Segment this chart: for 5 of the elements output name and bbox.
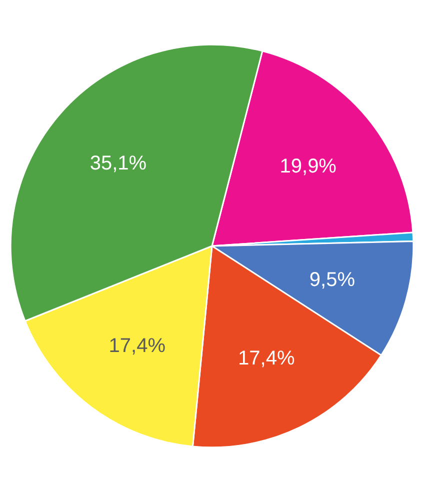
data-label: 17,4% xyxy=(108,334,166,357)
data-label: 17,4% xyxy=(238,347,295,370)
data-label: 35,1% xyxy=(90,152,147,175)
data-label: 9,5% xyxy=(309,268,356,291)
data-label: 19,9% xyxy=(280,155,337,178)
